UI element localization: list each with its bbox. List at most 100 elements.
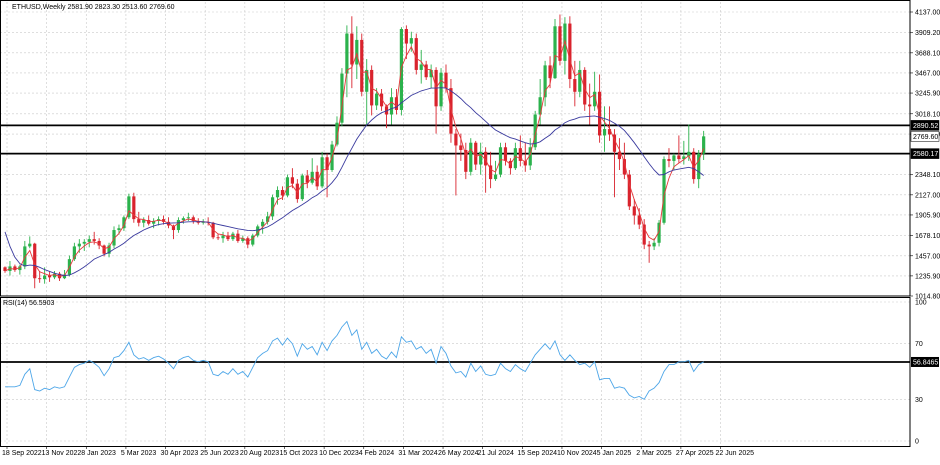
candle-body (657, 222, 661, 243)
candle-body (82, 241, 86, 244)
candle-body (687, 151, 691, 157)
candle-body (117, 228, 121, 231)
price-tick-label: 1235.90 (915, 273, 940, 280)
candle-body (637, 215, 641, 225)
grid-layer (0, 2, 910, 446)
candle-body (47, 275, 52, 278)
candle-body (315, 171, 319, 187)
candle-body (379, 93, 384, 107)
price-tick-label: 3467.00 (915, 70, 940, 77)
candle-body (662, 159, 666, 223)
candle-body (652, 242, 656, 247)
price-label: 2890.52 (913, 123, 938, 130)
candle-body (231, 233, 235, 240)
price-tick-label: 1014.80 (915, 294, 940, 301)
rsi-tick-label: 30 (915, 397, 923, 404)
slow-moving-average-line (4, 87, 704, 276)
candle-body (285, 177, 290, 196)
candle-body (186, 217, 190, 219)
candle-body (459, 145, 463, 150)
candle-body (627, 174, 631, 207)
price-tick-label: 1457.00 (915, 253, 940, 260)
candle-body (181, 218, 185, 221)
candle-body (419, 64, 423, 70)
time-tick-label: 30 Apr 2023 (161, 450, 199, 457)
candle-body (345, 33, 349, 74)
rsi-level-label: 56.8465 (913, 359, 938, 366)
time-tick-label: 21 Jul 2024 (478, 450, 514, 457)
time-tick-label: 10 Dec 2023 (319, 450, 359, 457)
candle-body (360, 39, 364, 92)
candle-body (583, 69, 587, 105)
price-tick-label: 3018.10 (915, 111, 940, 118)
candle-body (261, 221, 265, 227)
time-tick-label: 18 Sep 2022 (2, 450, 42, 457)
candle-body (607, 129, 612, 135)
candle-body (300, 175, 304, 200)
candle-body (171, 225, 176, 231)
candle-body (617, 151, 622, 160)
rsi-tick-label: 100 (915, 300, 927, 307)
candle-body (454, 133, 458, 146)
rsi-header: RSI(14) 56.5903 (3, 300, 54, 307)
candle-body (602, 129, 607, 136)
candle-body (87, 239, 91, 242)
candle-body (553, 26, 557, 79)
candle-body (72, 246, 76, 260)
price-label: 2580.17 (913, 151, 938, 158)
candle-body (588, 104, 592, 107)
candle-body (464, 149, 468, 172)
candle-body (414, 38, 418, 70)
candle-body (469, 142, 473, 172)
candle-body (389, 97, 394, 115)
candle-body (38, 278, 42, 280)
rsi-pane-frame (0, 297, 911, 447)
candle-body (365, 69, 369, 92)
fast-moving-average-line (4, 39, 705, 277)
candle-body (216, 237, 220, 239)
candle-body (152, 220, 156, 224)
price-label-box (910, 120, 940, 131)
candle-body (667, 159, 671, 161)
frame-layer (0, 0, 911, 447)
candle-body (92, 239, 96, 241)
candle-body (275, 190, 280, 198)
time-tick-label: 15 Sep 2024 (517, 450, 557, 457)
candle-body (350, 33, 354, 65)
candle-body (325, 157, 329, 171)
candle-body (102, 245, 106, 254)
candle-body (236, 233, 240, 241)
candle-body (127, 196, 131, 218)
rsi-layer (0, 320, 910, 400)
candle-body (424, 64, 428, 78)
candle-body (543, 65, 547, 98)
candle-body (647, 244, 651, 247)
candle-body (484, 151, 488, 166)
indicator-layer (4, 39, 705, 277)
price-tick-label: 2127.00 (915, 192, 940, 199)
candle-body (578, 69, 582, 92)
candle-body (355, 39, 359, 65)
candle-body (3, 267, 7, 271)
candle-body (23, 246, 27, 267)
candle-body (538, 97, 542, 115)
candle-body (622, 159, 626, 175)
candle-body (161, 219, 166, 222)
candle-body (533, 114, 537, 148)
candle-body (558, 26, 562, 61)
candle-body (488, 165, 493, 180)
time-tick-label: 27 Apr 2025 (676, 450, 714, 457)
candle-body (692, 151, 696, 180)
candle-body (503, 147, 508, 161)
candle-body (479, 151, 483, 165)
candle-body (568, 23, 572, 80)
candle-body (266, 216, 270, 222)
time-tick-label: 26 May 2024 (438, 450, 479, 457)
candle-body (77, 243, 81, 247)
candle-body (52, 273, 57, 278)
price-tick-label: 3245.90 (915, 91, 940, 98)
candle-body (142, 220, 146, 223)
candle-body (280, 190, 285, 196)
